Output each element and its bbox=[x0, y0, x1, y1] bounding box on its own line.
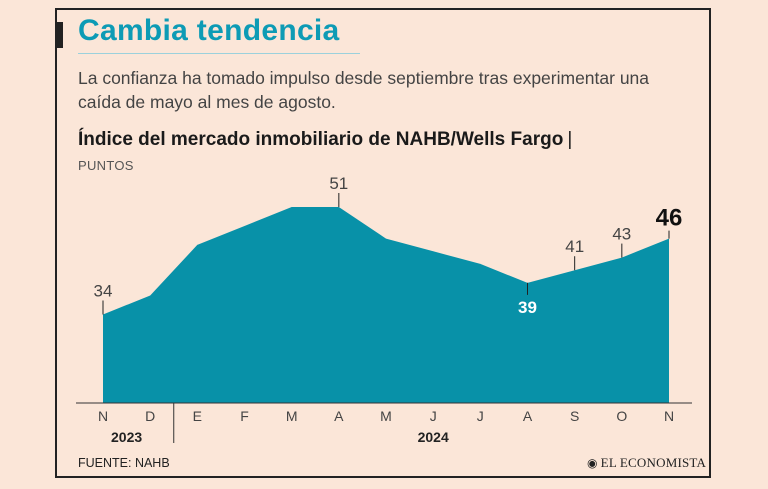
x-tick-label: N bbox=[664, 408, 674, 424]
data-label: 39 bbox=[518, 298, 537, 317]
x-tick-label: A bbox=[523, 408, 533, 424]
x-tick-label: M bbox=[380, 408, 392, 424]
subtitle: La confianza ha tomado impulso desde sep… bbox=[78, 68, 650, 112]
brand-mark-icon: ◉ bbox=[587, 456, 598, 470]
x-tick-label: J bbox=[430, 408, 437, 424]
headline-underline bbox=[78, 53, 360, 54]
title-accent-bar bbox=[57, 22, 63, 48]
brand-name: EL ECONOMISTA bbox=[600, 455, 707, 470]
x-tick-label: N bbox=[98, 408, 108, 424]
x-tick-label: D bbox=[145, 408, 155, 424]
headline: Cambia tendencia bbox=[78, 14, 340, 47]
brand-logo: ◉ EL ECONOMISTA bbox=[587, 455, 706, 471]
year-label: 2024 bbox=[418, 429, 449, 445]
data-label: 51 bbox=[329, 174, 348, 193]
data-label: 43 bbox=[612, 225, 631, 244]
chart-title-text: Índice del mercado inmobiliario de NAHB/… bbox=[78, 129, 564, 150]
x-tick-label: F bbox=[240, 408, 249, 424]
units-label: PUNTOS bbox=[78, 158, 134, 173]
x-tick-label: J bbox=[477, 408, 484, 424]
year-label: 2023 bbox=[111, 429, 142, 445]
data-label: 41 bbox=[565, 237, 584, 256]
x-tick-label: E bbox=[193, 408, 202, 424]
x-tick-label: S bbox=[570, 408, 579, 424]
chart-title-separator: | bbox=[567, 129, 573, 150]
chart-title: Índice del mercado inmobiliario de NAHB/… bbox=[78, 129, 572, 151]
x-tick-label: M bbox=[286, 408, 298, 424]
x-tick-label: A bbox=[334, 408, 344, 424]
x-tick-label: O bbox=[616, 408, 627, 424]
source-note: FUENTE: NAHB bbox=[78, 456, 170, 470]
area-series bbox=[103, 207, 669, 403]
data-label: 34 bbox=[94, 281, 113, 300]
data-label: 46 bbox=[656, 205, 683, 232]
